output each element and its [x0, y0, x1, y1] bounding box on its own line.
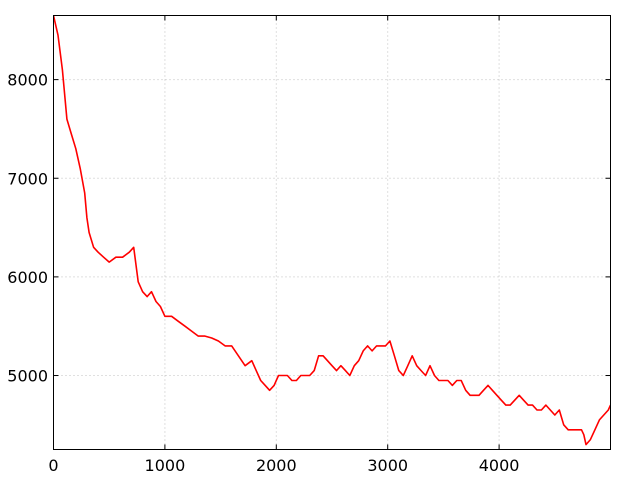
- x-tick-label: 0: [48, 456, 58, 475]
- series-line: [53, 15, 611, 446]
- x-tick-label: 3000: [367, 456, 408, 475]
- series-layer: [53, 15, 611, 446]
- x-tick-label: 4000: [479, 456, 520, 475]
- y-tick-label: 7000: [7, 169, 48, 188]
- x-tick-label: 1000: [145, 456, 186, 475]
- x-tick-label: 2000: [256, 456, 297, 475]
- y-tick-label: 8000: [7, 71, 48, 90]
- y-tick-labels: 5000 6000 7000 8000: [7, 71, 48, 386]
- grid-lines: [53, 15, 611, 450]
- y-tick-label: 6000: [7, 268, 48, 287]
- y-tick-label: 5000: [7, 367, 48, 386]
- x-tick-labels: 0 1000 2000 3000 4000: [48, 456, 519, 475]
- tick-marks: [53, 15, 611, 450]
- plot-frame: [53, 15, 611, 450]
